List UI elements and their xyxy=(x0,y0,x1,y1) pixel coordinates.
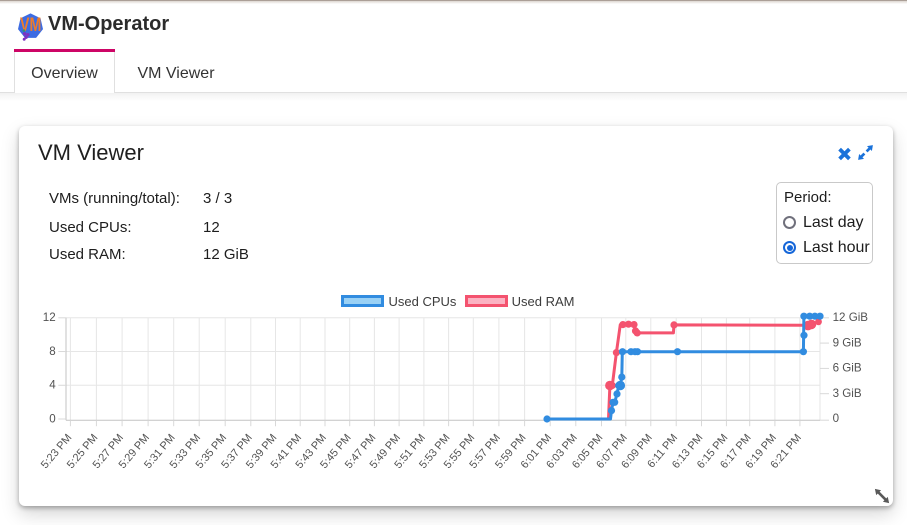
svg-text:3 GiB: 3 GiB xyxy=(833,387,862,400)
svg-text:VM: VM xyxy=(20,14,41,36)
svg-text:4: 4 xyxy=(49,379,56,392)
svg-text:8: 8 xyxy=(49,345,55,358)
svg-text:0: 0 xyxy=(49,412,55,425)
svg-text:6 GiB: 6 GiB xyxy=(833,362,862,375)
svg-text:12: 12 xyxy=(43,311,56,324)
svg-text:0: 0 xyxy=(833,412,839,425)
svg-text:12 GiB: 12 GiB xyxy=(833,311,869,324)
svg-text:9 GiB: 9 GiB xyxy=(833,336,862,349)
